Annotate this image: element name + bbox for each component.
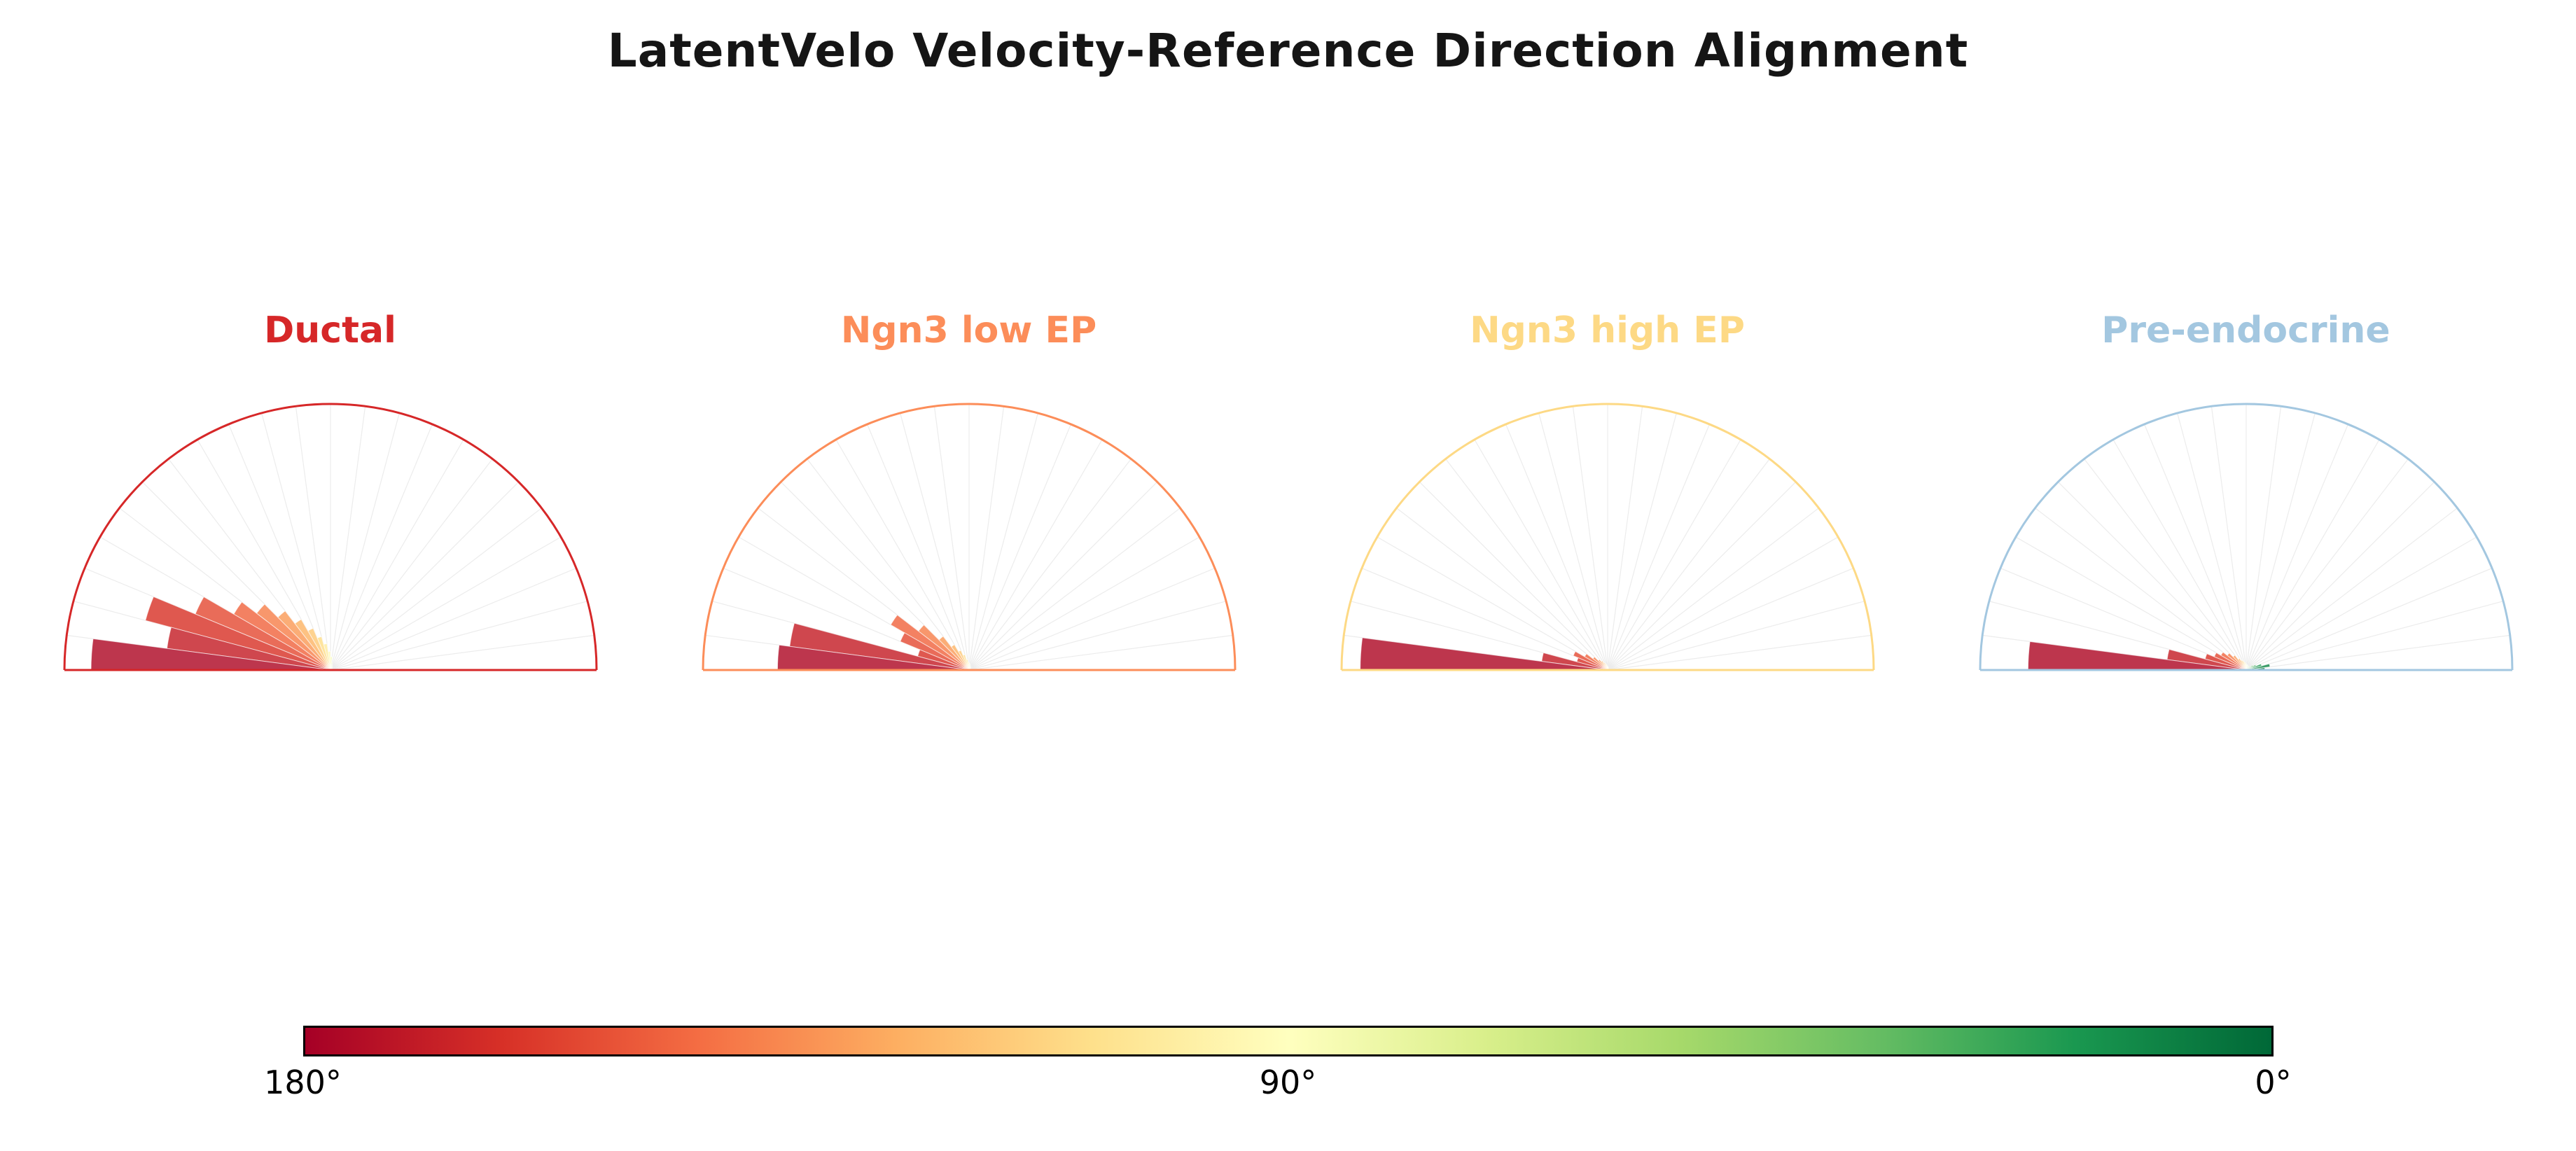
- colorbar-tick-90: 90°: [1259, 1063, 1317, 1101]
- panel-title-ngn3-high-ep: Ngn3 high EP: [1470, 309, 1745, 351]
- colorbar-section: 180° 90° 0°: [0, 1026, 2576, 1112]
- polar-histogram-ductal: [63, 403, 597, 671]
- panel-title-ductal: Ductal: [264, 309, 396, 351]
- polar-histogram-ngn3-high-ep: [1340, 403, 1874, 671]
- panel-ductal: Ductal: [57, 309, 604, 683]
- colorbar-labels: 180° 90° 0°: [264, 1063, 2292, 1112]
- colorbar: 180° 90° 0°: [264, 1026, 2292, 1112]
- polar-histogram-ngn3-low-ep: [702, 403, 1236, 671]
- panel-title-pre-endocrine: Pre-endocrine: [2101, 309, 2390, 351]
- colorbar-tick-0: 0°: [2255, 1063, 2292, 1101]
- polar-histogram-pre-endocrine: [1979, 403, 2513, 671]
- panel-title-ngn3-low-ep: Ngn3 low EP: [840, 309, 1097, 351]
- colorbar-gradient: [302, 1026, 2274, 1056]
- figure-title: LatentVelo Velocity-Reference Direction …: [607, 24, 1969, 78]
- panel-ngn3-low-ep: Ngn3 low EP: [696, 309, 1242, 683]
- panels-row: Ductal Ngn3 low EP Ngn3 high EP Pre-endo…: [0, 309, 2576, 683]
- panel-ngn3-high-ep: Ngn3 high EP: [1335, 309, 1881, 683]
- panel-pre-endocrine: Pre-endocrine: [1973, 309, 2519, 683]
- colorbar-tick-180: 180°: [264, 1063, 342, 1101]
